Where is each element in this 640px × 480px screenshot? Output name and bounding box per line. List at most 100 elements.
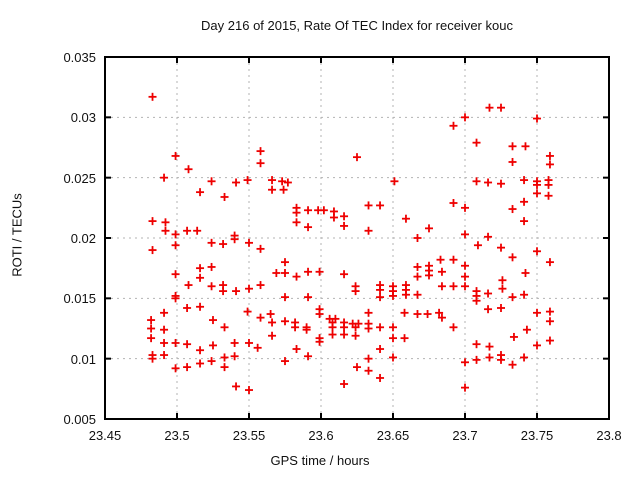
x-tick-label: 23.8	[596, 428, 622, 443]
x-tick-label: 23.55	[232, 428, 266, 443]
data-point-marker	[520, 197, 529, 206]
data-point-marker	[389, 291, 397, 300]
data-point-marker	[484, 289, 493, 298]
data-point-marker	[545, 307, 554, 316]
data-point-marker	[268, 176, 277, 185]
data-point-marker	[340, 221, 349, 230]
data-point-marker	[281, 317, 289, 326]
x-tick-label: 23.75	[520, 428, 554, 443]
data-point-marker	[497, 179, 505, 188]
data-point-marker	[353, 363, 361, 372]
data-point-marker	[389, 353, 397, 362]
data-point-marker	[449, 323, 458, 332]
data-point-marker	[400, 334, 409, 343]
data-point-marker	[521, 142, 530, 151]
data-point-marker	[245, 338, 253, 347]
data-point-marker	[207, 177, 216, 186]
data-point-marker	[292, 272, 301, 281]
data-point-marker	[509, 332, 518, 341]
data-point-marker	[196, 346, 205, 355]
data-point-marker	[340, 380, 349, 389]
data-point-marker	[376, 201, 385, 210]
data-point-marker	[292, 218, 301, 227]
data-point-marker	[160, 338, 169, 347]
data-point-marker	[171, 338, 180, 347]
data-point-marker	[183, 340, 192, 349]
data-point-marker	[243, 307, 252, 316]
data-point-marker	[315, 310, 324, 319]
data-point-marker	[376, 285, 385, 294]
data-point-marker	[171, 241, 180, 250]
y-tick-label: 0.015	[63, 291, 96, 307]
data-point-marker	[472, 296, 481, 305]
data-point-marker	[389, 334, 397, 343]
data-point-marker	[461, 383, 469, 392]
data-point-marker	[533, 114, 541, 123]
data-point-marker	[533, 341, 541, 350]
data-point-marker	[413, 262, 422, 271]
data-point-marker	[230, 352, 239, 361]
data-point-marker	[461, 358, 469, 367]
data-point-marker	[220, 353, 229, 362]
data-point-marker	[268, 185, 277, 194]
data-point-marker	[413, 234, 422, 242]
data-point-marker	[266, 310, 275, 319]
data-point-marker	[520, 217, 529, 226]
data-point-marker	[268, 318, 277, 327]
data-point-marker	[437, 313, 446, 322]
data-point-marker	[304, 223, 313, 232]
data-point-marker	[533, 308, 541, 317]
data-point-marker	[498, 276, 507, 285]
chart-title: Day 216 of 2015, Rate Of TEC Index for r…	[201, 18, 513, 33]
data-point-marker	[425, 271, 433, 280]
data-point-marker	[283, 178, 292, 187]
data-point-marker	[425, 224, 433, 233]
data-point-marker	[545, 151, 554, 160]
data-point-marker	[508, 142, 517, 151]
data-point-marker	[533, 180, 541, 189]
data-point-marker	[328, 330, 337, 339]
data-point-marker	[304, 267, 313, 276]
data-point-marker	[291, 323, 300, 332]
data-point-marker	[351, 323, 360, 332]
data-point-marker	[256, 313, 265, 322]
data-point-marker	[485, 353, 494, 362]
data-point-marker	[497, 103, 505, 112]
data-point-marker	[148, 217, 157, 226]
y-tick-label: 0.02	[70, 231, 96, 246]
data-point-marker	[304, 206, 313, 215]
data-point-marker	[183, 303, 192, 312]
data-point-marker	[473, 241, 482, 250]
data-point-marker	[364, 201, 373, 210]
data-point-marker	[160, 173, 169, 182]
data-point-marker	[472, 177, 481, 186]
data-point-marker	[148, 92, 157, 101]
data-point-marker	[522, 325, 531, 334]
data-point-marker	[413, 310, 422, 319]
data-point-marker	[521, 268, 530, 277]
data-point-marker	[196, 273, 205, 282]
data-point-marker	[437, 267, 446, 276]
x-tick-label: 23.5	[164, 428, 190, 443]
data-point-marker	[390, 177, 399, 186]
data-point-marker	[461, 261, 469, 270]
data-point-marker	[508, 360, 517, 369]
data-point-marker	[436, 255, 445, 264]
data-point-marker	[340, 212, 349, 221]
data-point-marker	[461, 203, 469, 212]
data-point-marker	[437, 282, 446, 291]
data-point-marker	[472, 340, 481, 349]
data-point-marker	[160, 325, 169, 334]
x-tick-label: 23.65	[376, 428, 410, 443]
data-point-marker	[196, 359, 205, 368]
data-point-marker	[183, 226, 192, 235]
data-point-marker	[376, 293, 385, 302]
data-point-marker	[364, 354, 373, 363]
data-point-marker	[364, 226, 373, 235]
data-point-marker	[423, 310, 432, 319]
data-point-marker	[520, 290, 529, 299]
data-point-marker	[278, 177, 287, 186]
data-point-marker	[220, 192, 229, 201]
data-point-marker	[219, 240, 228, 249]
data-point-marker	[376, 373, 385, 382]
